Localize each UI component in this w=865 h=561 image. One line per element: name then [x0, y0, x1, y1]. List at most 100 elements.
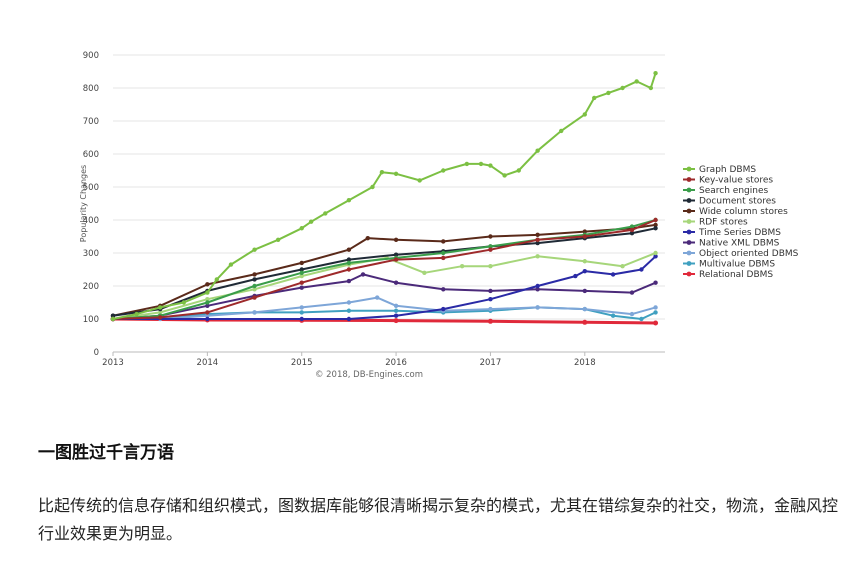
data-point: [375, 295, 380, 300]
data-point: [346, 260, 352, 266]
legend-swatch-marker: [686, 261, 692, 266]
data-point: [441, 287, 446, 292]
legend-label: Graph DBMS: [699, 165, 756, 175]
data-point: [487, 318, 493, 324]
data-point: [299, 316, 304, 322]
data-point: [582, 229, 587, 234]
legend-label: Relational DBMS: [699, 270, 773, 280]
data-point: [157, 315, 163, 320]
body-paragraph: 比起传统的信息存储和组织模式，图数据库能够很清晰揭示复杂的模式，尤其在错综复杂的…: [38, 496, 839, 543]
legend-swatch-marker: [686, 219, 692, 224]
data-point: [205, 310, 210, 315]
data-point: [205, 297, 210, 302]
y-tick-label: 200: [83, 282, 99, 292]
data-point: [252, 295, 257, 300]
data-point: [653, 320, 659, 326]
data-point: [346, 257, 352, 262]
data-point: [634, 79, 639, 84]
data-point: [205, 316, 210, 322]
data-point: [275, 237, 281, 242]
data-point: [323, 211, 328, 216]
data-point: [535, 240, 540, 246]
legend-label: Document stores: [699, 197, 776, 207]
legend-label: Object oriented DBMS: [699, 249, 799, 259]
legend-label: Search engines: [699, 186, 768, 196]
data-point: [205, 282, 210, 287]
legend-swatch-marker: [686, 208, 692, 214]
data-point: [592, 95, 597, 101]
data-point: [393, 280, 399, 285]
legend-label: Wide column stores: [699, 207, 788, 217]
data-point: [252, 283, 257, 289]
data-point: [346, 278, 352, 284]
data-point: [252, 287, 257, 292]
data-point: [535, 287, 540, 292]
data-point: [629, 231, 635, 236]
chart-credit: © 2018, DB-Engines.com: [315, 370, 423, 380]
y-tick-label: 800: [83, 84, 99, 94]
series-line: [112, 219, 656, 320]
data-point: [639, 316, 644, 322]
data-point: [502, 173, 507, 178]
y-tick-label: 300: [83, 249, 99, 259]
data-point: [393, 171, 399, 176]
data-point: [653, 254, 658, 259]
section-heading: 一图胜过千言万语: [38, 443, 174, 463]
data-point: [488, 297, 493, 302]
data-point: [110, 316, 116, 322]
legend-swatch-marker: [686, 250, 692, 256]
data-point: [488, 244, 493, 249]
series-line: [112, 72, 657, 320]
data-point: [134, 311, 139, 317]
data-point: [639, 267, 644, 272]
data-point: [582, 319, 588, 325]
data-point: [157, 310, 163, 315]
data-point: [299, 280, 304, 285]
legend-label: Multivalue DBMS: [699, 260, 775, 270]
legend-swatch-marker: [686, 187, 692, 193]
x-tick-label: 2015: [291, 358, 313, 368]
data-point: [379, 169, 385, 175]
data-point: [299, 273, 304, 279]
y-axis-title: Popularity Changes: [79, 165, 88, 242]
data-point: [653, 222, 658, 228]
data-point: [365, 235, 370, 241]
data-point: [535, 254, 540, 259]
data-point: [629, 290, 635, 295]
legend-swatch-marker: [686, 271, 692, 277]
data-point: [648, 85, 654, 91]
data-point: [393, 308, 399, 313]
data-point: [441, 255, 446, 261]
data-point: [488, 234, 493, 239]
data-point: [653, 70, 658, 76]
data-point: [370, 184, 375, 190]
data-point: [393, 303, 399, 308]
data-point: [393, 252, 399, 257]
data-point: [488, 247, 493, 252]
data-point: [346, 316, 352, 322]
data-point: [478, 161, 484, 167]
data-point: [535, 148, 540, 153]
data-point: [653, 305, 658, 310]
chart-area: 0 100 200 300 400 500 600 700 800 900 2013 2014 2015…: [79, 51, 799, 380]
series-line: [112, 219, 656, 320]
data-point: [582, 112, 587, 117]
data-point: [205, 303, 210, 308]
data-point: [488, 163, 493, 168]
y-tick-label: 900: [83, 51, 99, 61]
data-point: [360, 272, 366, 277]
y-tick-label: 700: [83, 117, 99, 127]
data-point: [488, 288, 493, 294]
data-point: [573, 273, 578, 279]
legend-swatch-marker: [686, 198, 692, 203]
data-point: [610, 272, 616, 277]
data-point: [299, 267, 304, 272]
data-point: [393, 257, 399, 262]
data-point: [205, 300, 210, 305]
data-point: [516, 168, 521, 173]
data-point: [299, 270, 304, 275]
y-tick-label: 0: [94, 348, 99, 358]
legend-swatch-marker: [686, 240, 692, 245]
legend-label: Native XML DBMS: [699, 239, 780, 249]
data-point: [620, 85, 625, 91]
